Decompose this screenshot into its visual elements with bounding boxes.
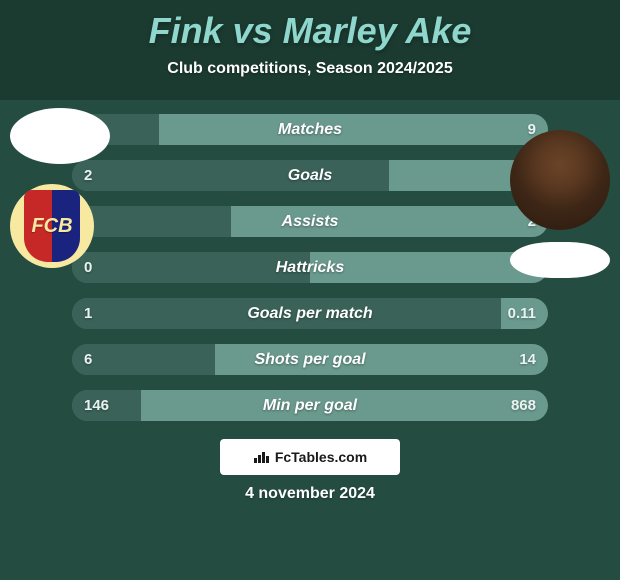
stat-label: Goals per match xyxy=(72,298,548,329)
club-shield-icon: FCB xyxy=(24,190,80,262)
stat-row: Hattricks00 xyxy=(72,252,548,283)
branding-text: FcTables.com xyxy=(275,449,367,465)
stat-row: Goals21 xyxy=(72,160,548,191)
stat-row: Goals per match1 0.11 xyxy=(72,298,548,329)
page-title: Fink vs Marley Ake xyxy=(149,10,472,52)
player-left-block: FCB xyxy=(10,108,110,268)
stat-row: Shots per goal6 14 xyxy=(72,344,548,375)
branding-badge: FcTables.com xyxy=(220,439,400,475)
page-subtitle: Club competitions, Season 2024/2025 xyxy=(167,60,452,78)
stat-value-left: 6 xyxy=(84,344,92,375)
stat-value-left: 146 xyxy=(84,390,109,421)
stat-label: Matches xyxy=(72,114,548,145)
chart-icon xyxy=(253,450,271,464)
player-right-club-badge xyxy=(510,242,610,278)
stat-value-left: 1 xyxy=(84,298,92,329)
stat-value-right: 14 xyxy=(519,344,536,375)
stat-row: Min per goal146 868 xyxy=(72,390,548,421)
date-label: 4 november 2024 xyxy=(245,485,375,503)
player-right-photo xyxy=(510,130,610,230)
player-left-photo xyxy=(10,108,110,164)
stats-bars-container: Matches29 Goals21 Assists12 Hattricks00 Goal… xyxy=(72,114,548,421)
player-right-block xyxy=(510,130,610,278)
stat-row: Matches29 xyxy=(72,114,548,145)
stat-label: Goals xyxy=(72,160,548,191)
stat-value-right: 0.11 xyxy=(508,298,536,329)
stat-row: Assists12 xyxy=(72,206,548,237)
stat-value-right: 868 xyxy=(511,390,536,421)
stat-label: Min per goal xyxy=(72,390,548,421)
stat-label: Assists xyxy=(72,206,548,237)
club-initials: FCB xyxy=(31,215,72,238)
stat-label: Hattricks xyxy=(72,252,548,283)
player-left-club-badge: FCB xyxy=(10,184,94,268)
stat-label: Shots per goal xyxy=(72,344,548,375)
